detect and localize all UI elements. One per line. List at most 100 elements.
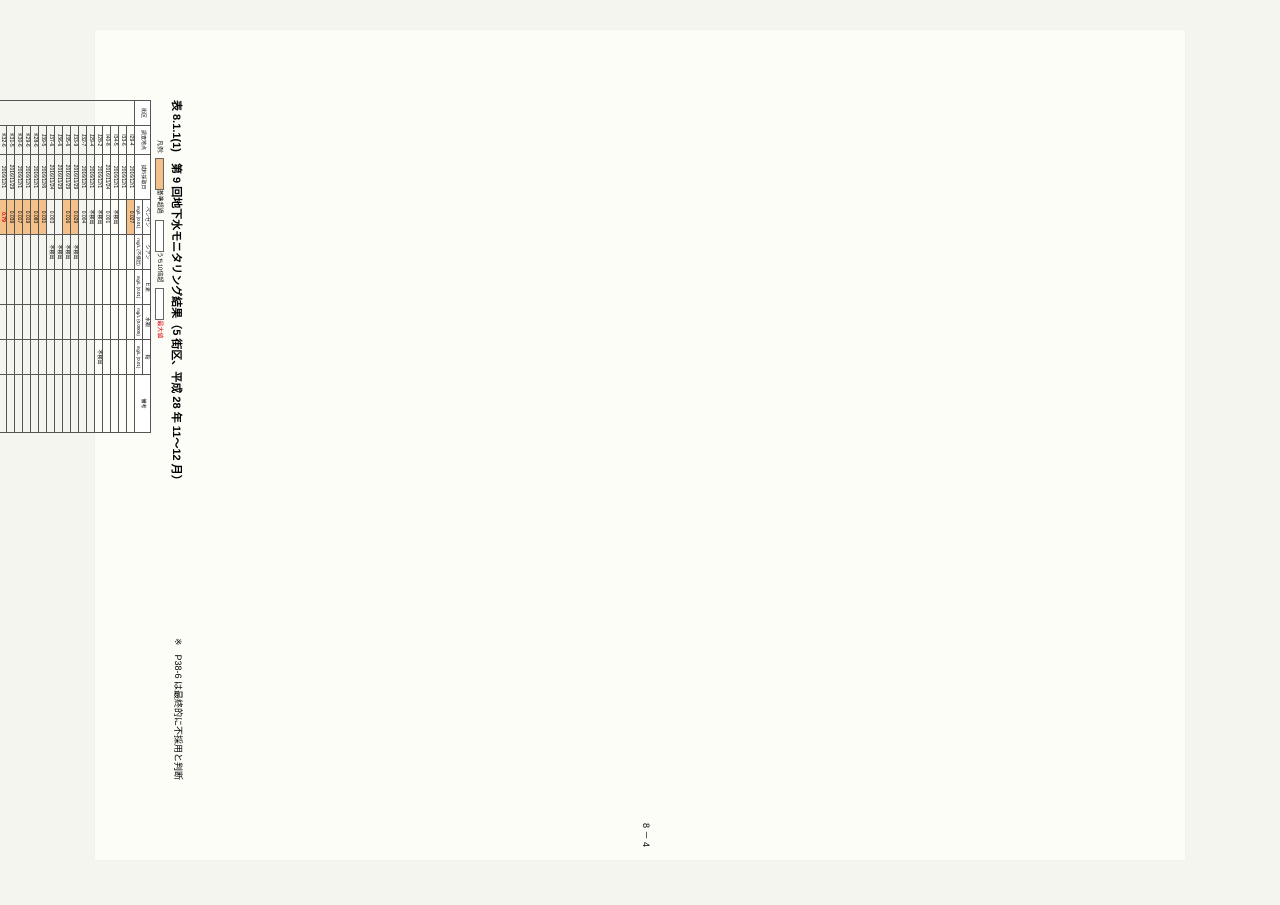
benzene-cell: 0.003 xyxy=(47,200,55,235)
lead-cell xyxy=(39,340,47,375)
date-cell: 2016/11/29 xyxy=(55,155,63,200)
lead-cell xyxy=(0,340,7,375)
benzene-cell: 不検出 xyxy=(87,200,95,235)
cyan-cell xyxy=(0,235,7,270)
arsenic-cell xyxy=(63,270,71,305)
table-row: K28-62016/12/10.083 xyxy=(31,101,39,433)
point-cell: J33-9 xyxy=(71,126,79,155)
point-cell: I34-5 xyxy=(111,126,119,155)
date-cell: 2016/11/29 xyxy=(7,155,15,200)
cyan-cell: 不検出 xyxy=(63,235,71,270)
remark-cell xyxy=(47,375,55,433)
arsenic-cell xyxy=(47,270,55,305)
date-cell: 2016/12/1 xyxy=(111,155,119,200)
date-cell: 2016/12/1 xyxy=(95,155,103,200)
table-row: I34-52016/12/1不検出 xyxy=(111,101,119,433)
remark-cell xyxy=(111,375,119,433)
point-cell: I33-6 xyxy=(119,126,127,155)
th-benzene: ベンゼン xyxy=(143,200,151,235)
benzene-cell: 0.004 xyxy=(79,200,87,235)
point-cell: J36-6 xyxy=(55,126,63,155)
point-cell: I29-4 xyxy=(127,126,135,155)
lead-cell xyxy=(23,340,31,375)
lead-cell xyxy=(7,340,15,375)
arsenic-cell xyxy=(23,270,31,305)
benzene-cell: 0.017 xyxy=(15,200,23,235)
th-mercury: 水銀 xyxy=(143,305,151,340)
legend-swatch xyxy=(155,288,164,320)
point-cell: J37-6 xyxy=(47,126,55,155)
document-page: 表 8.1.1(1) 第 9 回地下水モニタリング結果（5 街区、平成 28 年… xyxy=(95,30,1185,860)
th-benzene-unit: mg/L (0.01) xyxy=(135,200,143,235)
mercury-cell xyxy=(23,305,31,340)
benzene-cell: 0.039 xyxy=(7,200,15,235)
page-title: 表 8.1.1(1) 第 9 回地下水モニタリング結果（5 街区、平成 28 年… xyxy=(169,100,185,486)
table-row: K31-52016/11/290.039 xyxy=(7,101,15,433)
date-cell: 2016/11/29 xyxy=(63,155,71,200)
date-cell: 2016/12/1 xyxy=(31,155,39,200)
table-row: J39-52016/12/60.031 xyxy=(39,101,47,433)
th-point: 調査地点 xyxy=(135,126,151,155)
point-cell: K30-6 xyxy=(15,126,23,155)
legend-text: 最大値 xyxy=(156,320,162,338)
mercury-cell xyxy=(63,305,71,340)
th-cyan-unit: mg/L (不検出) xyxy=(135,235,143,270)
point-cell: K29-6 xyxy=(23,126,31,155)
cyan-cell xyxy=(23,235,31,270)
lead-cell xyxy=(47,340,55,375)
lead-cell xyxy=(111,340,119,375)
legend-swatch xyxy=(155,158,164,190)
table-row: K29-62016/12/10.019 xyxy=(23,101,31,433)
date-cell: 2016/12/1 xyxy=(87,155,95,200)
cyan-cell xyxy=(87,235,95,270)
remark-cell xyxy=(103,375,111,433)
point-cell: J35-6 xyxy=(63,126,71,155)
point-cell: J39-5 xyxy=(39,126,47,155)
th-remark: 備考 xyxy=(135,375,151,433)
table-row: I33-62016/12/1 xyxy=(119,101,127,433)
arsenic-cell xyxy=(39,270,47,305)
arsenic-cell xyxy=(0,270,7,305)
table-row: J37-62016/11/240.003不検出 xyxy=(47,101,55,433)
lead-cell xyxy=(15,340,23,375)
arsenic-cell xyxy=(79,270,87,305)
th-cyan: シアン xyxy=(143,235,151,270)
mercury-cell xyxy=(95,305,103,340)
benzene-cell: 0.016 xyxy=(63,200,71,235)
date-cell: 2016/11/24 xyxy=(103,155,111,200)
title-note: ※ P38-6 は最終的に不採用と判断 xyxy=(169,638,185,780)
date-cell: 2016/12/1 xyxy=(79,155,87,200)
cyan-cell xyxy=(15,235,23,270)
lead-cell xyxy=(79,340,87,375)
table-row: I40-82016/11/240.001 xyxy=(103,101,111,433)
th-lead-unit: mg/L (0.01) xyxy=(135,340,143,375)
table-row: J29-42016/12/1不検出 xyxy=(87,101,95,433)
arsenic-cell xyxy=(31,270,39,305)
date-cell: 2016/12/1 xyxy=(127,155,135,200)
benzene-cell: 0.031 xyxy=(39,200,47,235)
arsenic-cell xyxy=(71,270,79,305)
benzene-cell: 0.019 xyxy=(23,200,31,235)
table-row: J33-92016/11/290.029不検出 xyxy=(71,101,79,433)
remark-cell xyxy=(63,375,71,433)
lead-cell xyxy=(103,340,111,375)
remark-cell xyxy=(15,375,23,433)
lead-cell: 不検出 xyxy=(95,340,103,375)
mercury-cell xyxy=(103,305,111,340)
cyan-cell xyxy=(119,235,127,270)
table-row: K30-62016/12/10.017 xyxy=(15,101,23,433)
mercury-cell xyxy=(31,305,39,340)
benzene-cell: 0.029 xyxy=(71,200,79,235)
cyan-cell xyxy=(79,235,87,270)
mercury-cell xyxy=(55,305,63,340)
point-cell: K31-5 xyxy=(7,126,15,155)
table-row: 5街区I29-42016/12/10.027 xyxy=(127,101,135,433)
cyan-cell: 不検出 xyxy=(55,235,63,270)
legend-text: 基準超過 xyxy=(156,190,162,214)
point-cell: J32-7 xyxy=(79,126,87,155)
date-cell: 2016/12/1 xyxy=(0,155,7,200)
mercury-cell xyxy=(15,305,23,340)
legend-swatch xyxy=(155,220,164,252)
mercury-cell xyxy=(127,305,135,340)
benzene-cell: 0.79 xyxy=(0,200,7,235)
